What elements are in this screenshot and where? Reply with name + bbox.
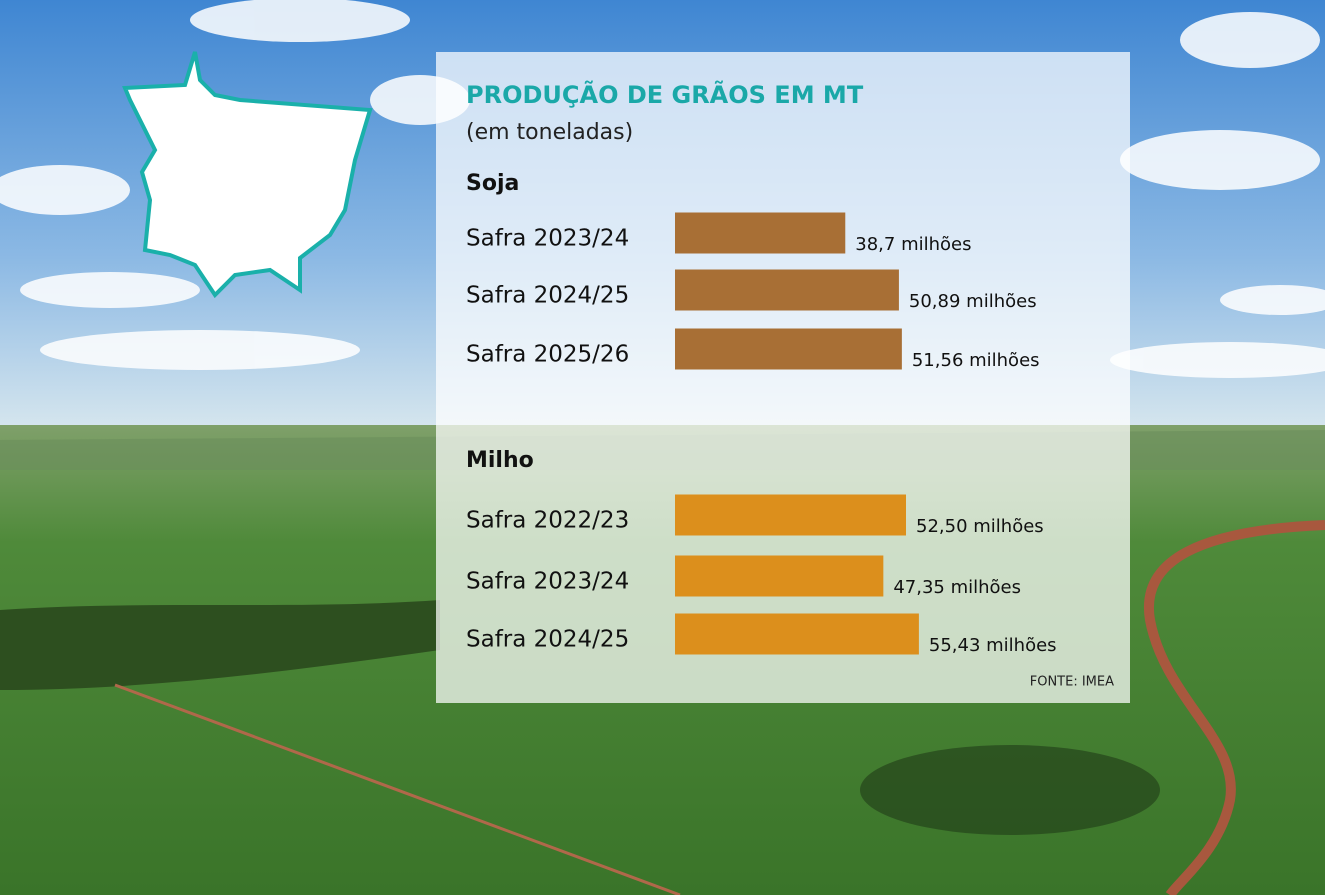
title: PRODUÇÃO DE GRÃOS EM MT	[466, 80, 864, 109]
value-label: 51,56 milhões	[912, 350, 1040, 371]
bar	[675, 614, 919, 655]
value-label: 55,43 milhões	[929, 635, 1057, 656]
category-label: Safra 2024/25	[466, 627, 629, 653]
bar	[675, 329, 902, 370]
value-label: 47,35 milhões	[893, 577, 1021, 598]
category-label: Safra 2024/25	[466, 283, 629, 309]
subtitle: (em toneladas)	[466, 120, 633, 145]
value-label: 38,7 milhões	[855, 234, 971, 255]
bar	[675, 495, 906, 536]
category-label: Safra 2025/26	[466, 342, 629, 368]
value-label: 50,89 milhões	[909, 291, 1037, 312]
source: FONTE: IMEA	[1030, 675, 1114, 690]
bar	[675, 270, 899, 311]
category-label: Safra 2022/23	[466, 508, 629, 534]
bar	[675, 213, 845, 254]
group-title: Milho	[466, 448, 534, 473]
value-label: 52,50 milhões	[916, 516, 1044, 537]
category-label: Safra 2023/24	[466, 226, 629, 252]
bar	[675, 556, 883, 597]
group-title: Soja	[466, 171, 519, 196]
panel	[436, 52, 1130, 703]
category-label: Safra 2023/24	[466, 569, 629, 595]
infographic: PRODUÇÃO DE GRÃOS EM MT (em toneladas) F…	[0, 0, 1325, 895]
